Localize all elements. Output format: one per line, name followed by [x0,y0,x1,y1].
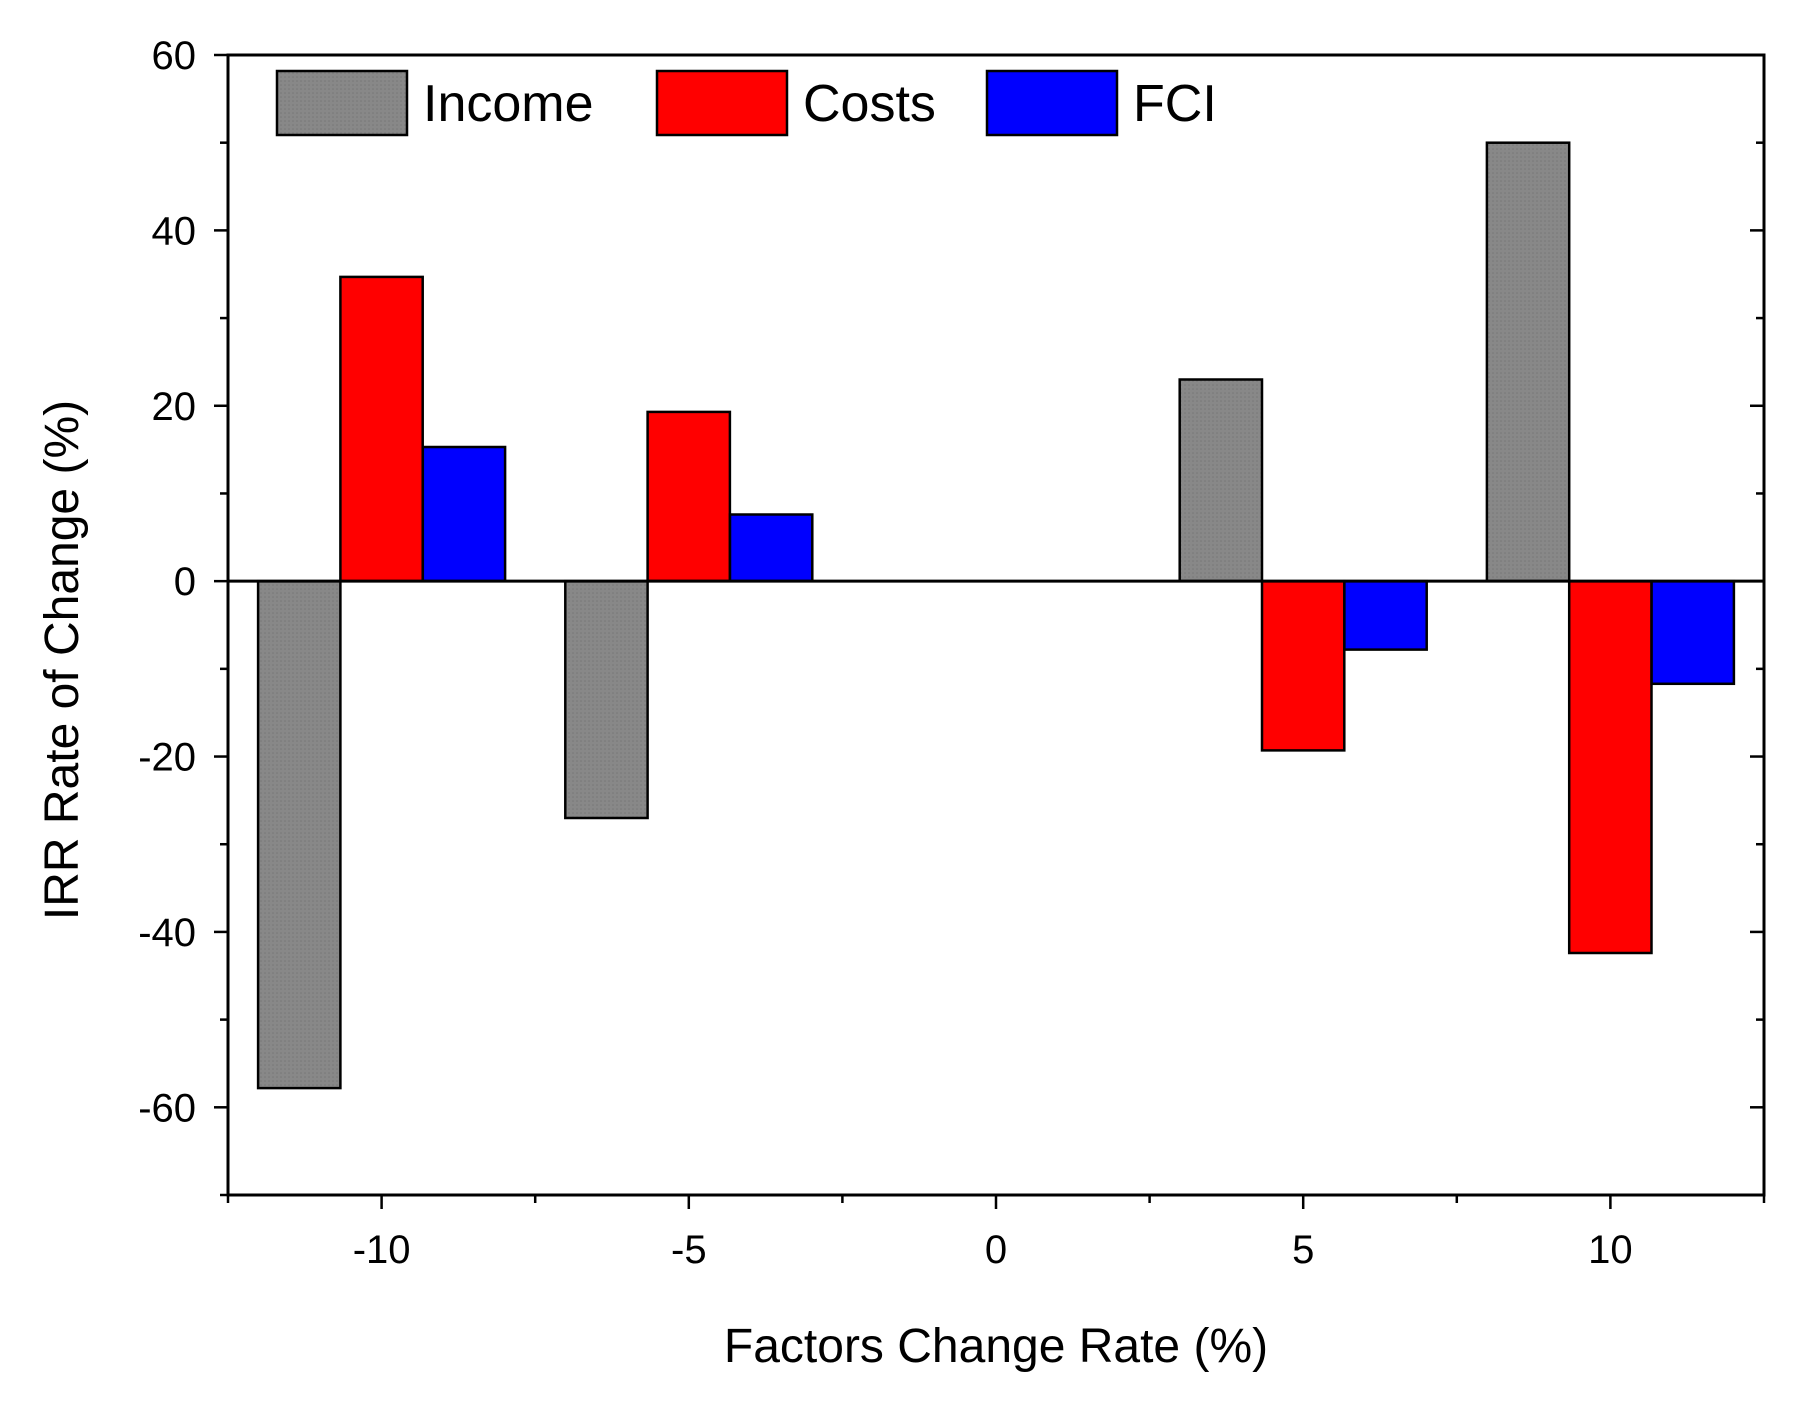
legend-swatch-income [275,69,409,137]
legend: Income Costs FCI [275,69,1217,137]
ticks-layer: -60 -40 -20 0 20 40 60 -10 -5 0 5 10 [138,34,1766,1272]
y-tick-label: 60 [152,34,197,78]
legend-label-income: Income [423,75,594,133]
y-tick-label: -20 [138,736,196,780]
y-axis-title: IRR Rate of Change (%) [36,400,89,920]
y-tick-label: -40 [138,911,196,955]
bar-income-5 [1178,378,1264,583]
y-tick-label: 40 [152,209,197,253]
bar-costs-10 [1567,579,1653,955]
y-tick-label: 0 [174,560,196,604]
bar-income--10 [256,579,342,1090]
y-tick-label: -60 [138,1086,196,1130]
bar-income-10 [1485,141,1571,583]
x-tick-label: -10 [353,1228,411,1272]
bar-fci-5 [1343,579,1428,651]
x-tick-label: -5 [671,1228,707,1272]
legend-swatch-costs [655,69,789,137]
bar-costs--5 [646,410,732,583]
bar-costs-5 [1260,579,1346,752]
legend-label-fci: FCI [1133,75,1217,133]
legend-swatch-fci [985,69,1119,137]
x-axis-title: Factors Change Rate (%) [724,1320,1268,1373]
bar-fci-10 [1650,579,1736,686]
legend-label-costs: Costs [803,75,936,133]
x-tick-label: 5 [1292,1228,1314,1272]
x-tick-label: 0 [985,1228,1007,1272]
bar-fci--5 [728,513,814,583]
bar-income--5 [564,579,649,820]
bar-costs--10 [339,275,424,583]
bar-fci--10 [421,445,507,583]
y-tick-label: 20 [152,385,197,429]
x-tick-label: 10 [1588,1228,1633,1272]
bars-layer [256,141,1736,1090]
